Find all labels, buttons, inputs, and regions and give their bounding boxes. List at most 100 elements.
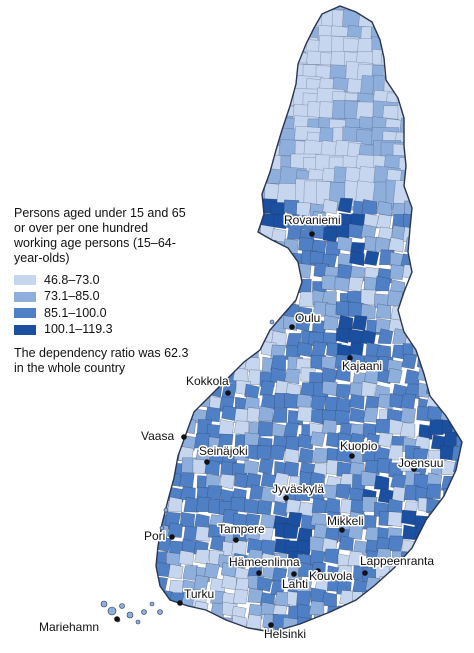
municipality-area [156, 164, 164, 194]
municipality-area [433, 155, 462, 184]
municipality-area [452, 383, 462, 400]
municipality-area [164, 127, 193, 157]
municipality-area [322, 227, 339, 243]
municipality-area [373, 590, 390, 607]
municipality-area [156, 474, 168, 491]
municipality-area [193, 574, 209, 591]
municipality-area [415, 266, 432, 282]
municipality-area [413, 303, 430, 320]
municipality-area [422, 168, 451, 198]
municipality-area [259, 262, 276, 278]
municipality-area [140, 616, 155, 631]
municipality-area [434, 35, 462, 64]
municipality-area [363, 250, 380, 266]
municipality-area [438, 341, 454, 357]
municipality-area [281, 6, 310, 12]
municipality-area [438, 615, 455, 631]
municipality-area [227, 143, 256, 173]
municipality-area [365, 576, 381, 593]
municipality-area [456, 354, 462, 371]
city-tampere: Tampere [217, 521, 267, 543]
municipality-area [207, 211, 224, 227]
municipality-area [229, 6, 258, 16]
municipality-area [179, 472, 195, 488]
municipality-area [321, 419, 337, 435]
municipality-area [156, 155, 178, 185]
municipality-area [271, 407, 288, 423]
municipality-area [175, 6, 204, 15]
municipality-area [248, 242, 264, 258]
municipality-area [156, 405, 159, 421]
municipality-area [351, 315, 368, 331]
municipality-area [191, 330, 208, 347]
municipality-area [455, 275, 462, 292]
municipality-area [258, 458, 274, 475]
municipality-area [378, 576, 394, 592]
municipality-area [257, 420, 274, 437]
municipality-area [438, 327, 455, 344]
municipality-area [413, 630, 429, 632]
municipality-area [244, 277, 261, 294]
municipality-area [243, 459, 260, 476]
municipality-area [425, 306, 441, 322]
municipality-area [192, 614, 209, 631]
municipality-area [156, 458, 170, 474]
city-lahti: Lahti [281, 571, 310, 593]
municipality-area [403, 302, 420, 318]
municipality-area [167, 606, 183, 622]
municipality-area [194, 199, 211, 216]
municipality-area [271, 249, 288, 266]
municipality-area [213, 61, 242, 90]
municipality-area [400, 407, 416, 423]
municipality-area [423, 66, 452, 95]
municipality-area [261, 239, 277, 256]
municipality-area [455, 238, 462, 254]
municipality-area [156, 6, 166, 12]
municipality-area [442, 488, 459, 504]
municipality-area [453, 370, 462, 386]
municipality-area [237, 140, 266, 170]
municipality-area [175, 178, 205, 207]
municipality-area [298, 434, 314, 450]
municipality-area [162, 36, 191, 65]
municipality-area [175, 168, 204, 198]
municipality-area [221, 238, 238, 255]
municipality-area [402, 524, 418, 541]
municipality-area [235, 342, 251, 358]
municipality-area [402, 588, 419, 605]
municipality-area [455, 305, 462, 322]
municipality-area [336, 447, 352, 464]
municipality-area [156, 27, 180, 56]
city-seinajoki: Seinäjoki [198, 443, 249, 465]
municipality-area [156, 178, 177, 207]
municipality-area [447, 101, 462, 130]
municipality-area [176, 48, 206, 77]
municipality-area [263, 36, 292, 65]
municipality-area [196, 303, 212, 320]
municipality-area [425, 203, 441, 219]
municipality-area [437, 26, 462, 55]
municipality-area [254, 62, 283, 91]
municipality-area [228, 50, 258, 79]
municipality-area [219, 473, 236, 490]
municipality-area [228, 6, 257, 26]
municipality-area [225, 79, 255, 109]
municipality-area [233, 318, 249, 334]
municipality-area [156, 114, 168, 143]
municipality-area [238, 126, 268, 155]
municipality-area [164, 23, 193, 53]
municipality-area [156, 90, 176, 119]
municipality-area [156, 164, 180, 194]
municipality-area [204, 327, 221, 344]
municipality-area [277, 6, 307, 26]
municipality-area [410, 6, 440, 17]
municipality-area [404, 369, 421, 385]
municipality-area [450, 127, 462, 157]
municipality-area [259, 380, 275, 396]
municipality-area [425, 345, 441, 362]
municipality-area [164, 9, 193, 38]
municipality-area [167, 496, 183, 513]
municipality-area [198, 127, 227, 157]
municipality-area [386, 615, 403, 631]
municipality-area [440, 510, 456, 526]
